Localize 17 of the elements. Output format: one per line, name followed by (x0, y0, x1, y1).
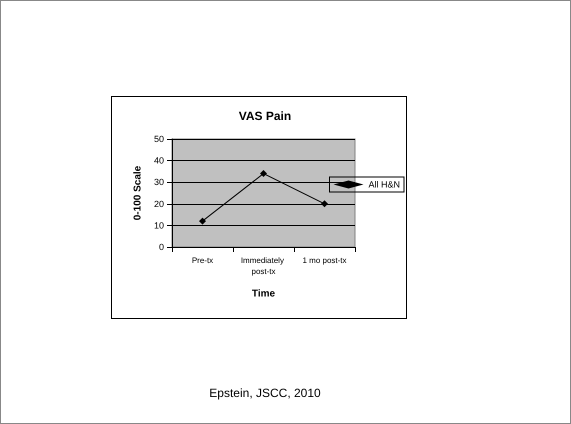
point (260, 170, 267, 178)
y-tick-label: 10 (154, 220, 164, 230)
x-tick-label: 1 mo post-tx (302, 256, 347, 265)
x-axis-title: Time (252, 288, 276, 300)
point (199, 218, 206, 225)
point (321, 200, 328, 208)
y-tick-label: 50 (154, 134, 164, 144)
y-tick-label: 20 (154, 198, 164, 209)
chart-title: VAS Pain (238, 109, 292, 123)
text: Epstein, JSCC, 2010 (208, 386, 322, 400)
x-tick-label: Immediately post-tx (240, 256, 286, 276)
y-tick-label: 0 (158, 242, 164, 252)
y-tick-label: 30 (154, 177, 164, 188)
y-tick-label: 40 (154, 156, 164, 166)
x-tick-label: Pre-tx (192, 256, 214, 265)
y-axis-title: 0-100 Scale (132, 165, 144, 220)
legend-label: All H&N (368, 180, 400, 190)
